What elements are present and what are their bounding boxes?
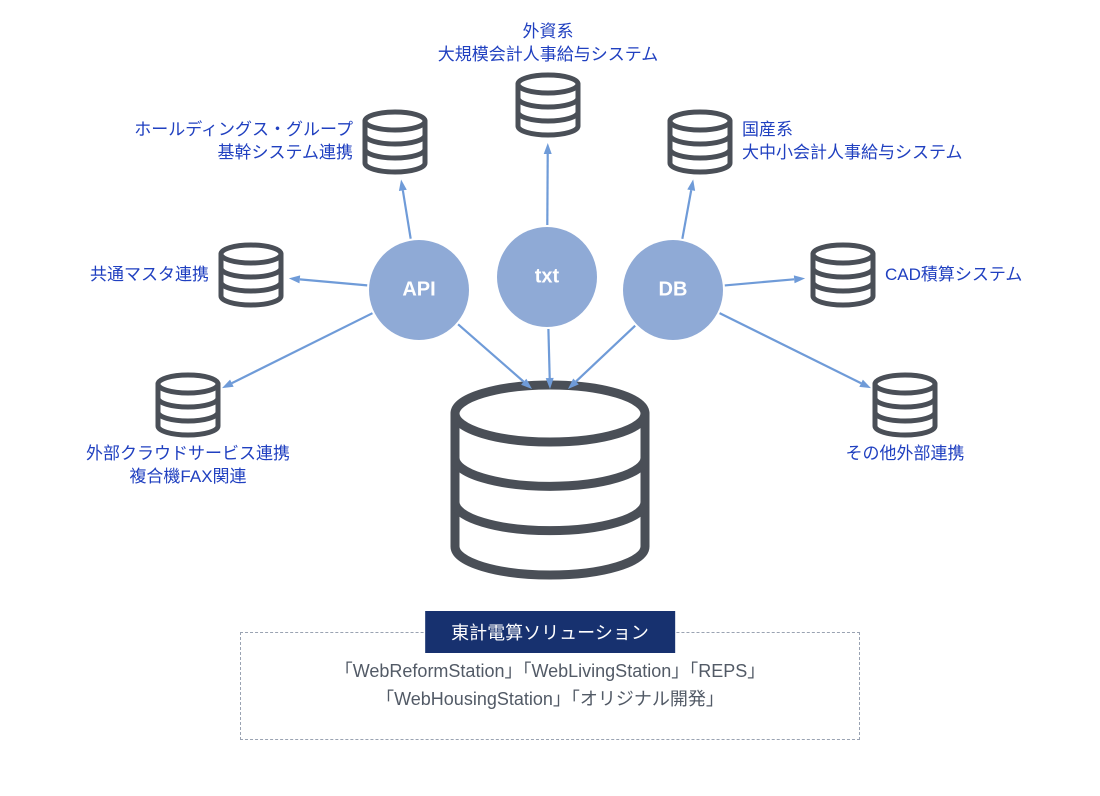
hub-label-db: DB [659, 279, 688, 302]
label-n_ml: 共通マスタ連携 [90, 264, 209, 287]
solution-box-title: 東計電算ソリューション [425, 611, 675, 653]
hub-label-txt: txt [535, 266, 559, 289]
db-icon-n_tc [518, 75, 578, 135]
db-icon-n_mr [813, 245, 873, 305]
db-icon-n_tr [670, 112, 730, 172]
central-db-icon [455, 385, 645, 575]
label-n_mr: CAD積算システム [885, 264, 1022, 287]
db-icon-n_bl [158, 375, 218, 435]
label-n_tr: 国産系 大中小会計人事給与システム [742, 119, 963, 165]
label-n_bl: 外部クラウドサービス連携 複合機FAX関連 [86, 443, 290, 489]
db-icon-n_br [875, 375, 935, 435]
label-n_tc: 外資系 大規模会計人事給与システム [438, 21, 659, 67]
label-n_tl: ホールディングス・グループ 基幹システム連携 [134, 119, 353, 165]
label-n_br: その他外部連携 [846, 443, 965, 466]
db-icon-n_tl [365, 112, 425, 172]
hub-label-api: API [402, 279, 435, 302]
db-icon-n_ml [221, 245, 281, 305]
